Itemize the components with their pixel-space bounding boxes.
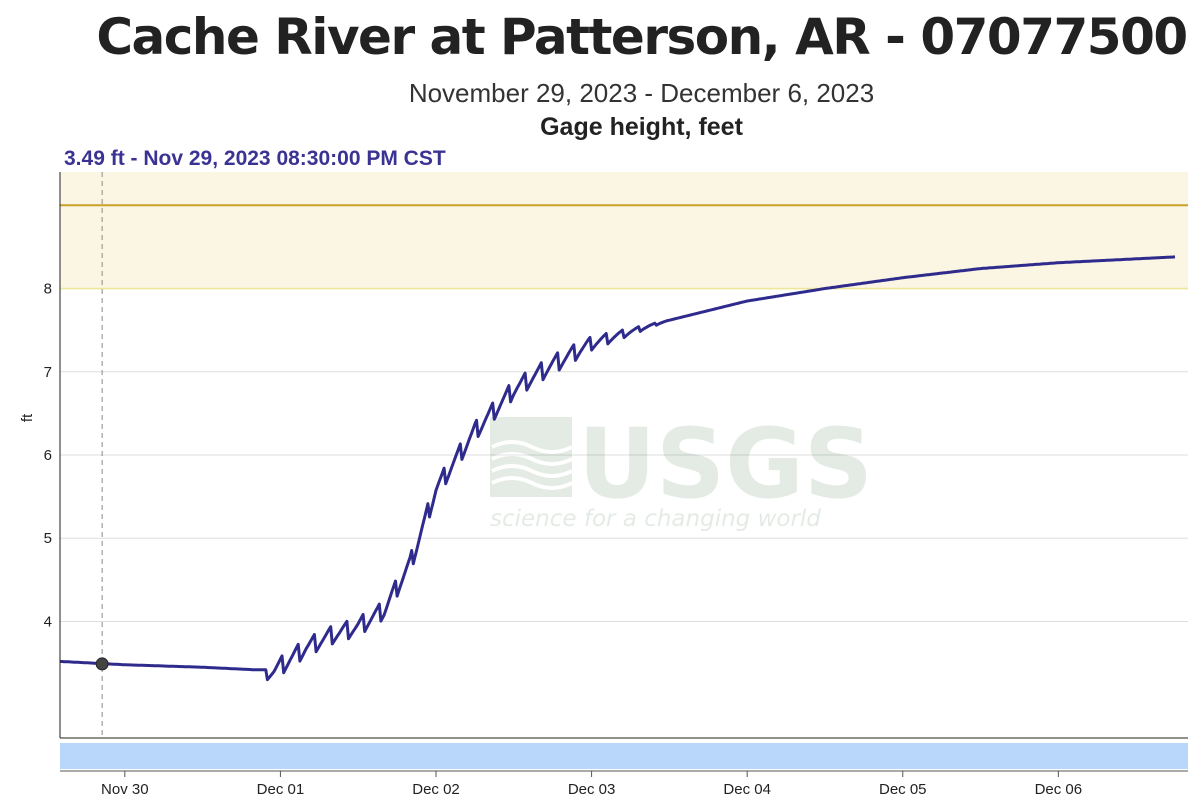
- x-tick-label: Nov 30: [101, 781, 149, 798]
- x-tick-label: Dec 06: [1035, 781, 1083, 798]
- watermark-tagline: science for a changing world: [490, 506, 821, 532]
- usgs-watermark: USGS science for a changing world: [490, 408, 873, 532]
- x-tick-label: Dec 01: [257, 781, 305, 798]
- x-tick-label: Dec 02: [412, 781, 460, 798]
- y-tick-label: 7: [44, 364, 52, 381]
- time-range-scrollbar[interactable]: [60, 743, 1188, 769]
- page-title: Cache River at Patterson, AR - 07077500: [96, 8, 1188, 66]
- x-tick-label: Dec 04: [723, 781, 771, 798]
- threshold-band: [60, 172, 1188, 289]
- x-tick-label: Dec 05: [879, 781, 927, 798]
- date-range: November 29, 2023 - December 6, 2023: [408, 78, 875, 108]
- x-tick-label: Dec 03: [568, 781, 616, 798]
- watermark-brand: USGS: [578, 408, 873, 520]
- y-axis-label: ft: [19, 413, 36, 422]
- parameter-label: Gage height, feet: [540, 113, 743, 141]
- y-tick-label: 6: [44, 447, 52, 464]
- hover-point: [95, 657, 109, 671]
- y-tick-label: 5: [44, 530, 52, 547]
- gage-height-series-line: [59, 255, 1176, 682]
- hover-readout: 3.49 ft - Nov 29, 2023 08:30:00 PM CST: [64, 147, 446, 170]
- y-tick-label: 4: [44, 613, 52, 630]
- y-tick-label: 8: [44, 281, 52, 298]
- usgs-wave-icon: [490, 417, 573, 497]
